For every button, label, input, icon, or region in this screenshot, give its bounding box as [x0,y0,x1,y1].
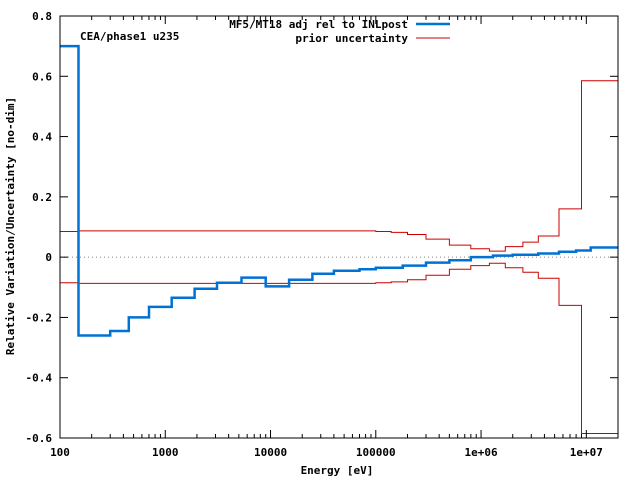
adjustment-layer [60,44,618,337]
legend-label-prior: prior uncertainty [295,32,408,45]
y-tick-layer: -0.6 -0.4 -0.2 0 0.2 0.4 0.6 0.8 [26,10,618,445]
adjustment-step-line [60,44,618,337]
y-tick-label: 0.4 [32,131,52,144]
y-axis-label: Relative Variation/Uncertainty [no-dim] [4,97,17,355]
chart-annotation: CEA/phase1 u235 [80,30,179,43]
x-tick-label: 1e+07 [570,446,603,459]
x-tick-label: 1000 [152,446,179,459]
y-tick-label: -0.2 [26,311,53,324]
y-tick-label: -0.6 [26,432,53,445]
prior-uncertainty-lower [60,262,618,434]
x-tick-layer: 100 1000 10000 100000 1e+06 1e+07 [50,16,619,459]
legend-label-adjustment: MF5/MT18 adj rel to INLpost [229,18,408,31]
y-tick-label: 0.2 [32,191,52,204]
plot-frame [59,15,619,439]
prior-uncertainty-upper [60,80,618,252]
x-tick-label: 100000 [356,446,396,459]
y-tick-label: -0.4 [26,372,53,385]
x-tick-label: 1e+06 [464,446,497,459]
x-tick-label: 100 [50,446,70,459]
prior-uncertainty-layer [60,80,618,434]
x-tick-label: 10000 [254,446,287,459]
y-tick-label: 0 [45,251,52,264]
y-tick-label: 0.6 [32,70,52,83]
x-axis-label: Energy [eV] [301,464,374,477]
legend: MF5/MT18 adj rel to INLpost prior uncert… [229,18,450,45]
y-tick-label: 0.8 [32,10,52,23]
